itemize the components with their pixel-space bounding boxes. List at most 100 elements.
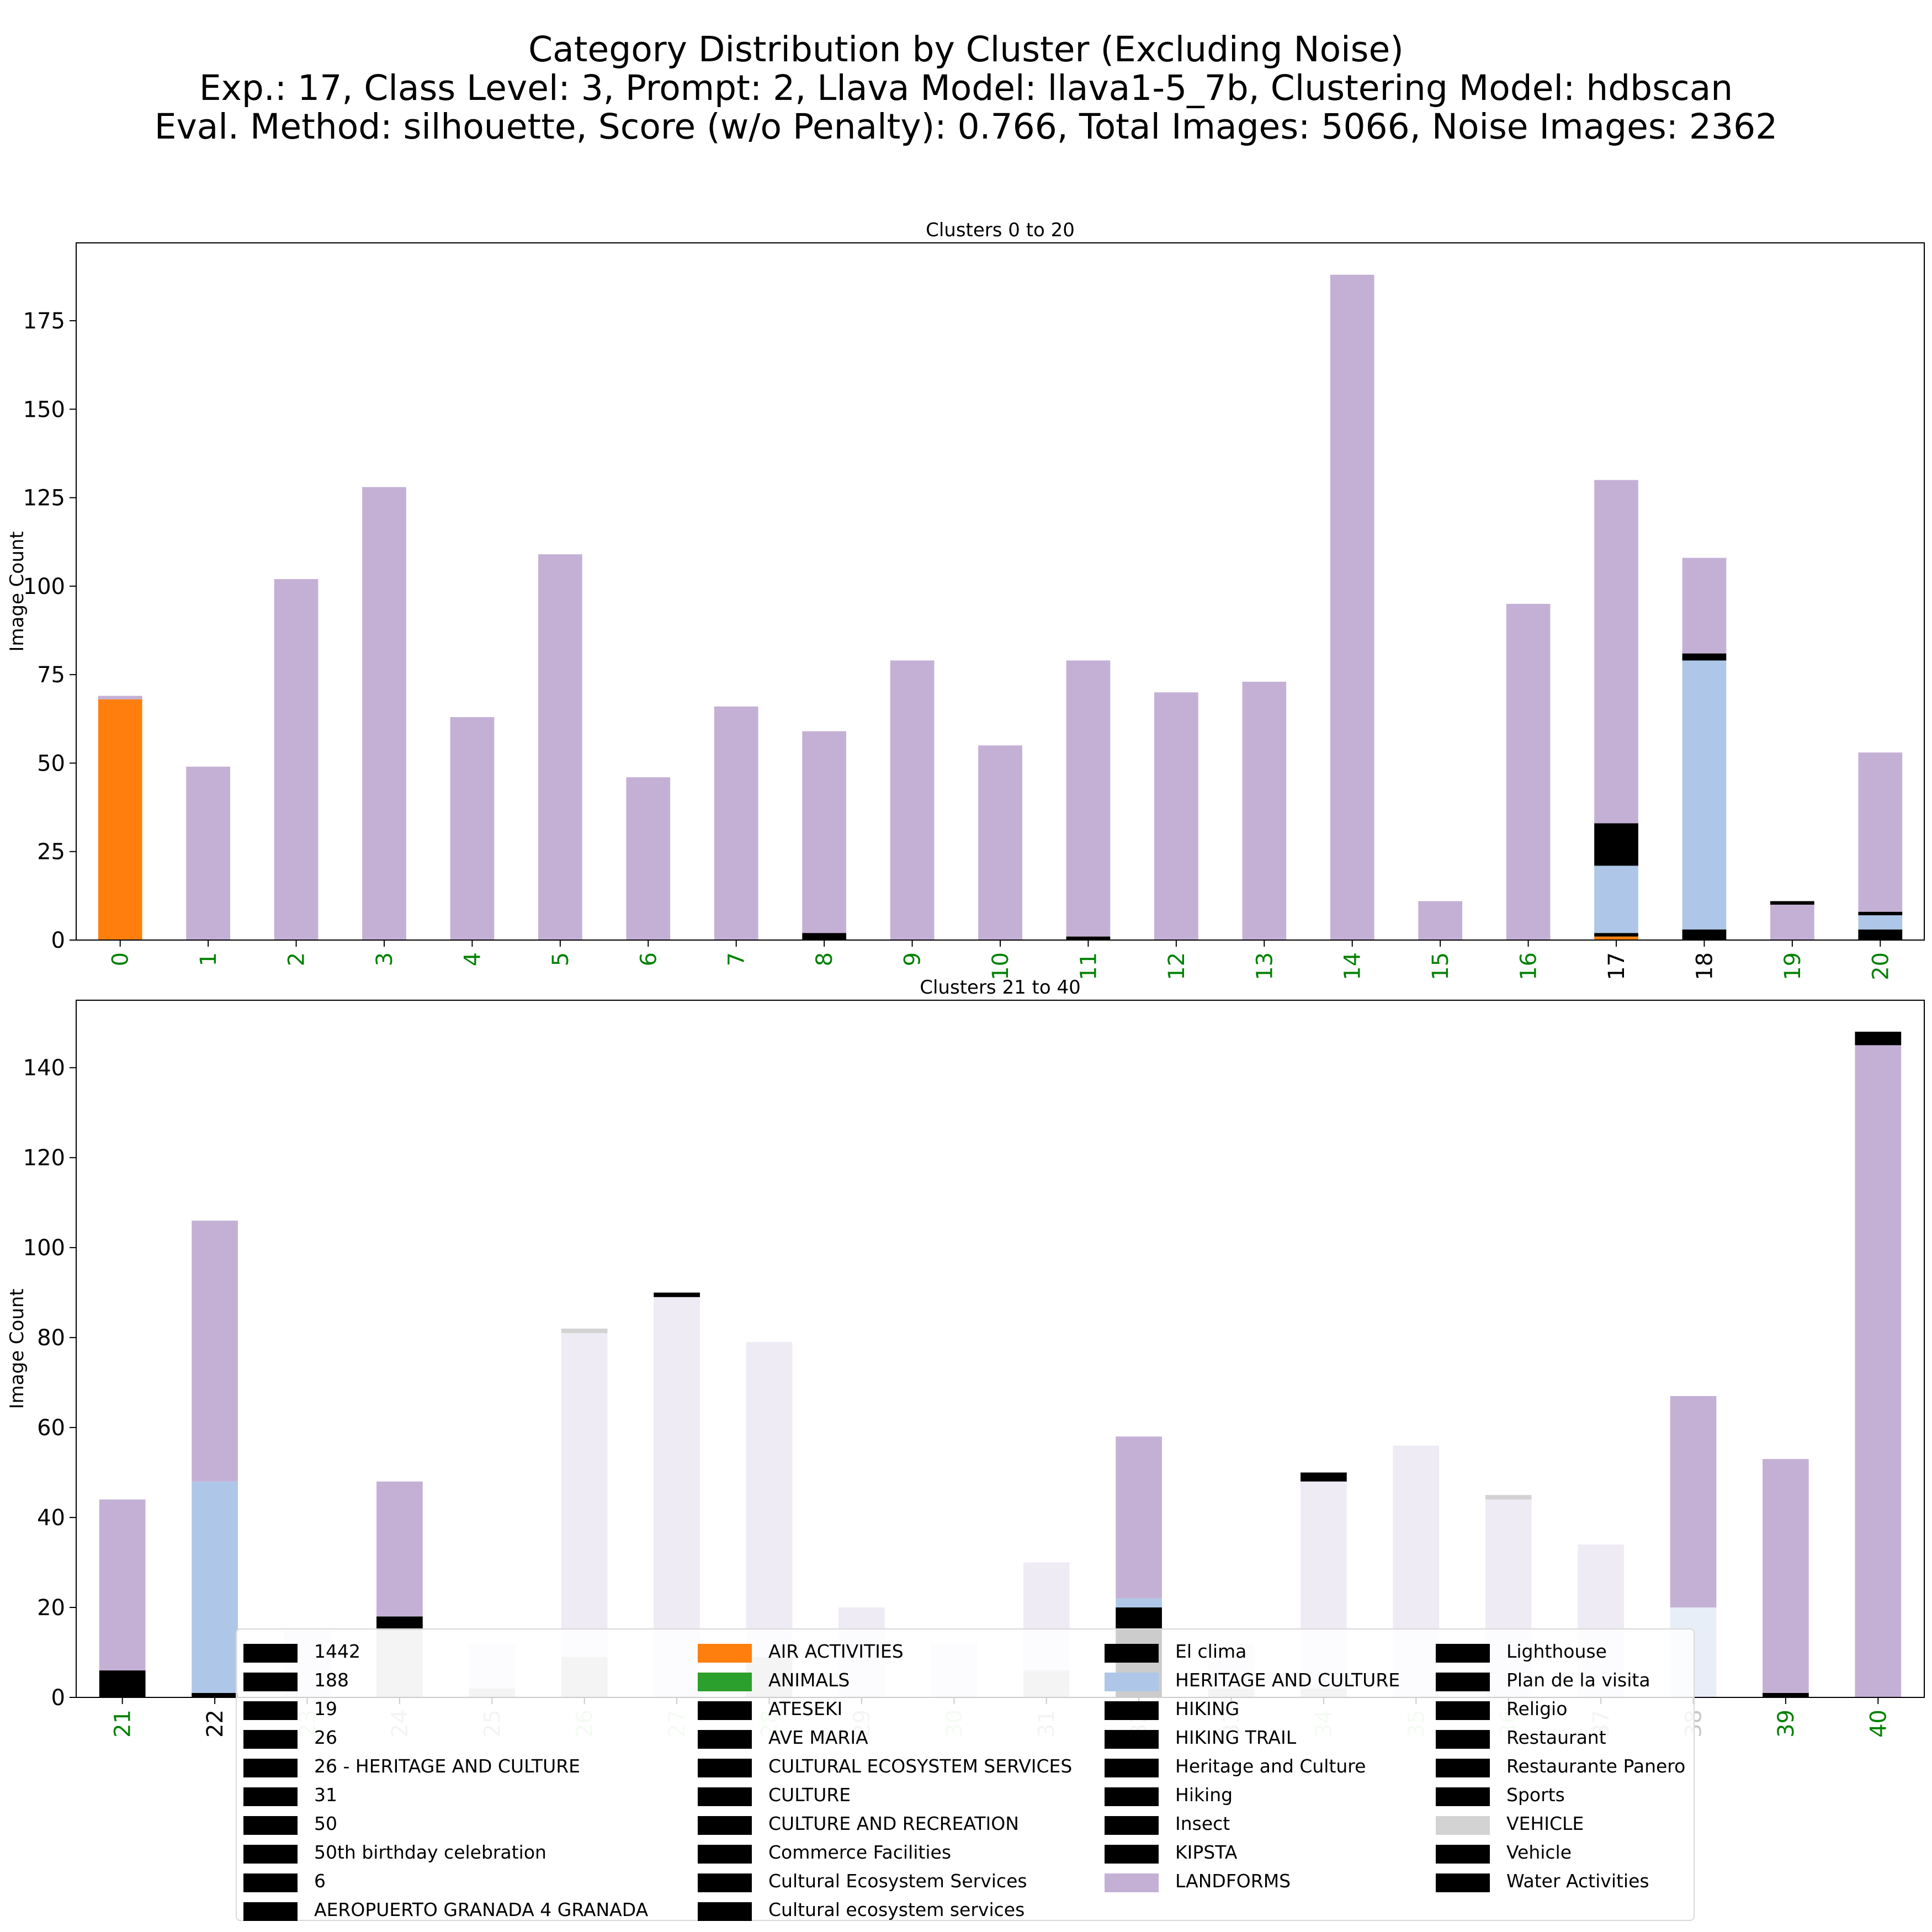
bar-segment-heritage-and-culture-cluster-32	[1116, 1598, 1162, 1608]
y-tick-label: 140	[23, 1055, 65, 1081]
bar-segment-landforms-cluster-14	[1330, 274, 1374, 941]
bar-segment-landforms-cluster-4	[450, 717, 495, 940]
x-tick-label-cluster-6: 6	[636, 952, 661, 966]
x-tick-label-cluster-11: 11	[1076, 952, 1101, 980]
x-tick-label-cluster-0: 0	[108, 952, 134, 966]
legend-label: ANIMALS	[768, 1669, 850, 1691]
legend-label: AVE MARIA	[768, 1727, 868, 1748]
legend-label: 26 - HERITAGE AND CULTURE	[314, 1755, 580, 1777]
legend-swatch	[243, 1902, 298, 1921]
y-tick-label: 20	[37, 1595, 65, 1621]
legend-label: Restaurant	[1506, 1727, 1606, 1748]
bar-segment-landforms-cluster-21	[99, 1499, 146, 1671]
legend-swatch	[1436, 1845, 1490, 1864]
y-tick-label: 150	[23, 397, 65, 422]
legend-label: KIPSTA	[1175, 1841, 1238, 1863]
legend-swatch	[698, 1873, 752, 1892]
bar-segment-landforms-cluster-24	[376, 1481, 423, 1617]
y-tick-label: 120	[23, 1145, 65, 1171]
bar-segment-air-activities-cluster-17	[1594, 936, 1638, 940]
legend-label: Heritage and Culture	[1175, 1755, 1366, 1777]
y-tick-label: 100	[23, 1235, 65, 1261]
y-tick-label: 0	[51, 1685, 65, 1711]
bar-segment-heritage-and-culture-cluster-17	[1594, 866, 1638, 933]
bar-segment-other-cluster-11	[1066, 936, 1111, 940]
legend-swatch	[243, 1644, 298, 1663]
legend-swatch	[243, 1701, 298, 1720]
legend-label: 1442	[314, 1641, 360, 1662]
x-tick-label-cluster-9: 9	[900, 952, 926, 966]
y-tick-label: 100	[23, 574, 65, 599]
legend-swatch	[698, 1902, 752, 1921]
bar-segment-air-activities-cluster-0	[98, 699, 142, 940]
x-tick-label-cluster-40: 40	[1866, 1710, 1891, 1738]
legend-label: HIKING TRAIL	[1175, 1727, 1297, 1748]
legend-swatch	[1436, 1787, 1490, 1806]
bar-segment-landforms-cluster-19	[1770, 904, 1814, 940]
chart-subtitle-experiment: Exp.: 17, Class Level: 3, Prompt: 2, Lla…	[199, 68, 1733, 108]
legend-swatch	[1436, 1644, 1490, 1663]
x-tick-label-cluster-1: 1	[196, 952, 221, 966]
bar-segment-landforms-cluster-32	[1116, 1436, 1162, 1599]
bar-segment-landforms-cluster-15	[1418, 901, 1462, 940]
bar-segment-other-cluster-40	[1855, 1032, 1902, 1045]
bar-segment-landforms-cluster-22	[192, 1220, 238, 1482]
legend-swatch	[698, 1845, 752, 1864]
legend-label: 50	[314, 1813, 337, 1834]
bar-segment-heritage-and-culture-cluster-18	[1682, 660, 1727, 930]
legend-label: Sports	[1506, 1784, 1565, 1806]
bar-segment-landforms-cluster-13	[1242, 681, 1287, 940]
bar-segment-landforms-cluster-2	[274, 579, 319, 940]
x-tick-label-cluster-20: 20	[1868, 952, 1893, 980]
legend-label: 50th birthday celebration	[314, 1841, 546, 1863]
legend-swatch	[698, 1759, 752, 1777]
y-tick-label: 175	[23, 309, 65, 334]
bar-segment-landforms-cluster-28	[746, 1342, 793, 1657]
x-tick-label-cluster-17: 17	[1604, 952, 1630, 980]
legend-label: HERITAGE AND CULTURE	[1175, 1669, 1400, 1691]
plot-frame	[76, 1000, 1925, 1698]
x-tick-label-cluster-2: 2	[284, 952, 310, 966]
legend-label: Religio	[1506, 1698, 1568, 1719]
x-tick-label-cluster-22: 22	[203, 1710, 228, 1738]
chart-title: Category Distribution by Cluster (Exclud…	[528, 29, 1404, 70]
x-tick-label-cluster-13: 13	[1252, 952, 1277, 980]
x-tick-label-cluster-21: 21	[110, 1710, 136, 1738]
x-tick-label-cluster-14: 14	[1340, 952, 1366, 980]
bar-segment-landforms-cluster-5	[538, 554, 582, 940]
legend-label: CULTURE AND RECREATION	[768, 1813, 1019, 1834]
legend-swatch	[698, 1787, 752, 1806]
bar-segment-other-cluster-19	[1770, 901, 1814, 905]
legend-label: El clima	[1175, 1641, 1247, 1662]
legend-swatch	[1105, 1730, 1159, 1749]
bar-segment-heritage-and-culture-cluster-22	[192, 1481, 238, 1693]
chart-legend: 1442 188 19 26 26 - HERITAGE AND CULTURE 31 50…	[236, 1628, 1695, 1921]
legend-label: ATESEKI	[768, 1698, 843, 1719]
bar-segment-other-cluster-34	[1301, 1472, 1347, 1482]
legend-swatch	[698, 1673, 752, 1691]
bar-segment-heritage-and-culture-cluster-20	[1858, 915, 1903, 930]
chart-title-block: Category Distribution by Cluster (Exclud…	[0, 30, 1932, 146]
bar-segment-landforms-cluster-12	[1154, 692, 1198, 940]
legend-label: VEHICLE	[1506, 1813, 1584, 1834]
bar-segment-landforms-cluster-7	[714, 706, 758, 940]
legend-label: HIKING	[1175, 1698, 1240, 1719]
y-tick-label: 60	[37, 1415, 65, 1441]
legend-label: Restaurante Panero	[1506, 1755, 1686, 1777]
legend-swatch	[1436, 1816, 1490, 1835]
bar-segment-other-cluster-17	[1594, 823, 1638, 866]
legend-swatch	[698, 1644, 752, 1663]
legend-swatch	[1105, 1873, 1159, 1892]
y-tick-label: 40	[37, 1505, 65, 1531]
legend-swatch	[1436, 1873, 1490, 1892]
x-tick-label-cluster-7: 7	[724, 952, 750, 966]
plot-frame	[76, 242, 1925, 941]
bar-segment-landforms-cluster-10	[978, 745, 1022, 940]
bar-segment-other-cluster-17	[1594, 933, 1638, 937]
legend-swatch	[1436, 1673, 1490, 1691]
bar-segment-other-cluster-8	[802, 933, 846, 940]
bar-segment-landforms-cluster-18	[1682, 558, 1727, 654]
legend-label: Vehicle	[1506, 1841, 1572, 1863]
legend-swatch	[1436, 1759, 1490, 1777]
